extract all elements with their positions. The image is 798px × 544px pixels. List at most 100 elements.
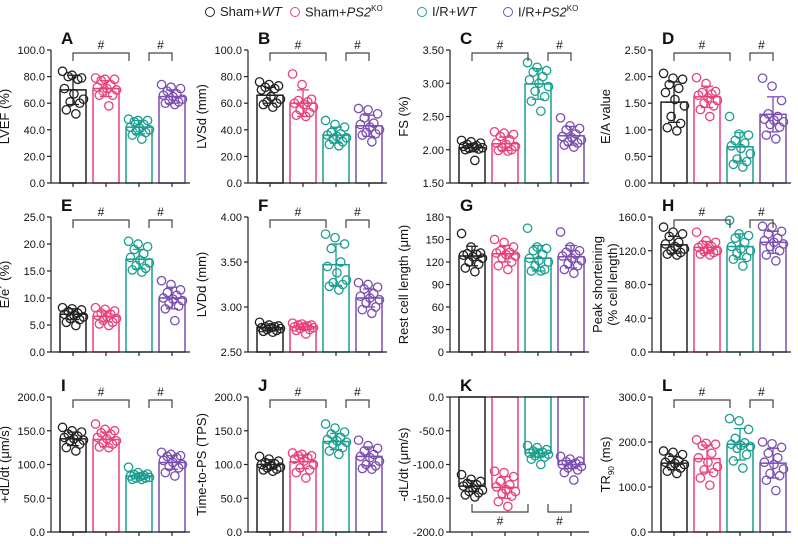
data-point [330,119,340,130]
bar [289,461,317,533]
data-point [460,144,471,155]
y-tick-label: 2.50 [423,112,444,124]
data-point [695,249,706,259]
significance-bracket [673,52,731,61]
data-point [71,446,81,456]
y-tick-label: 40.0 [221,125,242,137]
data-point [92,432,103,443]
data-point [759,235,770,246]
data-point [522,223,533,234]
data-point [491,481,502,492]
data-point [734,129,744,139]
data-point [372,108,383,119]
data-point [460,263,471,273]
significance-label: # [699,205,706,219]
data-point [456,228,467,239]
data-point [557,251,568,261]
y-tick-label: 80.0 [24,72,45,84]
bar [125,475,153,533]
y-tick-label: 100.0 [17,460,45,472]
y-tick-label: -50.0 [419,426,444,438]
legend-item-sham-wt: Sham+WT [205,4,282,19]
data-point [469,492,480,502]
y-axis-label: LVEF (%) [0,89,12,144]
significance-label: # [157,38,164,52]
y-tick-label: 0 [438,347,444,359]
data-point [289,454,300,464]
data-point [699,465,710,475]
bar [660,462,688,533]
y-axis-label: E/e´ (%) [0,261,12,309]
significance-label: # [758,385,765,399]
y-tick-label: 100.0 [214,460,242,472]
data-point [65,97,76,107]
data-point [757,221,768,232]
data-point [769,459,779,470]
y-tick-label: 4.00 [221,212,242,224]
significance-bracket [148,219,173,228]
panel-letter: D [662,29,674,48]
data-point [322,434,333,445]
y-tick-label: 200.0 [17,392,45,404]
data-point [670,94,680,105]
data-point [568,475,579,485]
significance-label: # [758,205,765,219]
legend-item-ir-ps2ko: I/R+PS2KO [503,4,578,19]
data-point [297,79,307,90]
panel-letter: C [460,29,472,48]
data-point [770,485,781,496]
data-point [258,465,269,475]
data-point [706,448,717,459]
significance-bracket [72,52,130,61]
data-point [370,128,381,139]
data-point [757,437,768,447]
y-tick-label: 90 [432,280,444,292]
data-point [287,69,298,79]
legend-marker [290,6,300,17]
data-point [353,103,364,114]
significance-bracket [673,219,731,228]
legend-label: I/R+PS2KO [518,4,579,20]
data-point [693,452,704,463]
data-point [691,227,702,238]
bar [458,396,486,487]
data-point [473,259,484,270]
y-tick-label: 0.0 [30,178,45,190]
data-point [555,227,566,237]
y-tick-label: 3.50 [221,257,242,269]
data-point [535,106,546,117]
data-point [320,419,331,429]
data-point [458,250,469,261]
panel-letter: H [662,196,674,215]
panel-letter: J [258,376,267,395]
y-tick-label: 300.0 [618,392,646,404]
data-point [662,249,673,259]
data-point [355,291,366,302]
data-point [724,111,735,122]
y-tick-label: 15.0 [24,266,45,278]
data-point [355,119,366,130]
panel-i: I +dL/dt (μm/s) 0.0 50.0 100.0 150.0 200.0 # # [0,376,190,539]
y-tick-label: -150.0 [413,493,444,505]
significance-label: # [354,385,361,399]
significance-bracket [72,219,130,228]
data-point [734,415,744,426]
data-point [724,413,735,424]
data-point [761,475,772,486]
data-point [677,449,688,460]
bar [322,440,350,533]
significance-bracket [471,504,529,513]
legend-item-sham-ps2ko: Sham+PS2KO [290,4,383,19]
y-tick-label: 0.0 [429,392,444,404]
data-point [668,73,678,84]
data-point [104,442,114,453]
data-point [469,155,480,166]
data-point [677,74,688,85]
data-point [701,78,711,89]
bar [693,246,721,353]
significance-bracket [547,504,572,513]
data-point [726,140,737,151]
data-point [372,443,383,454]
data-point [469,266,480,277]
data-point [137,267,147,277]
